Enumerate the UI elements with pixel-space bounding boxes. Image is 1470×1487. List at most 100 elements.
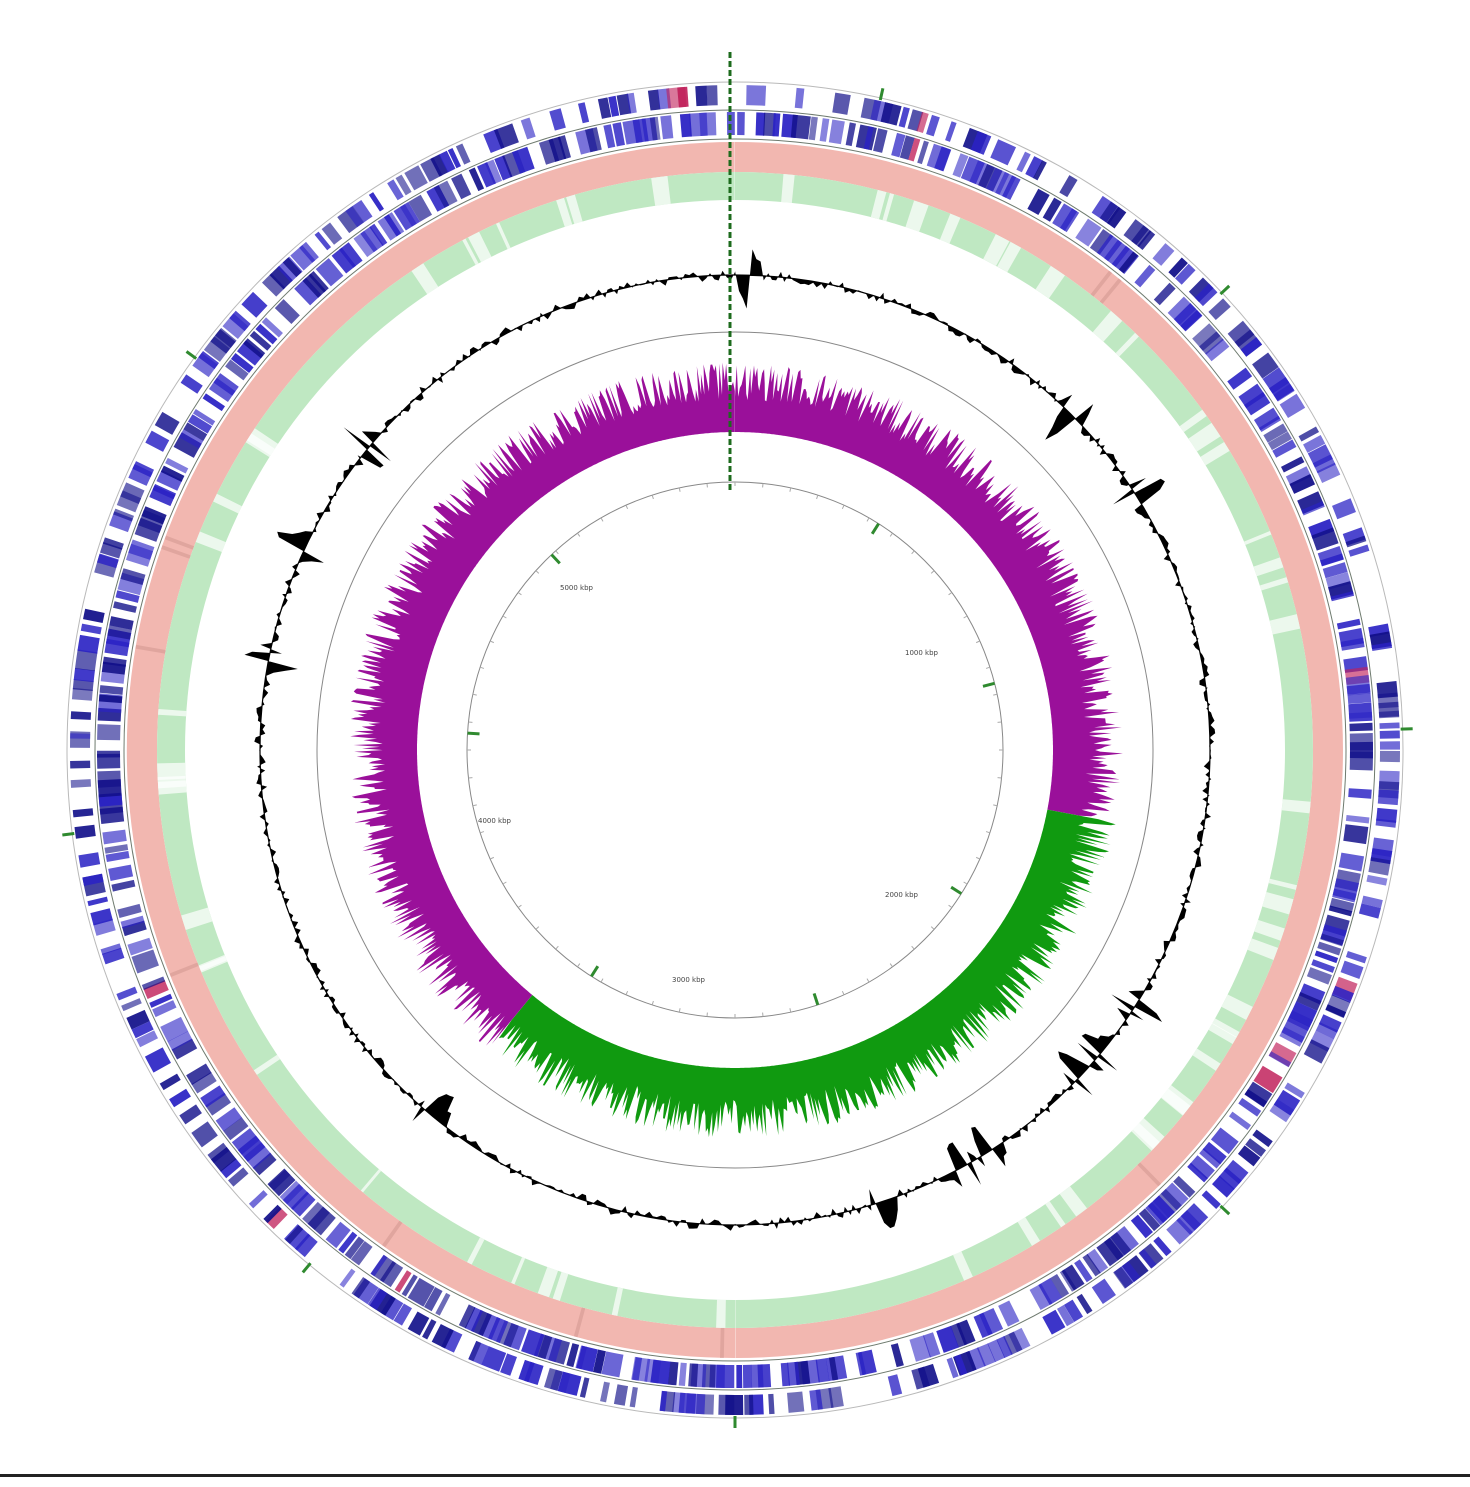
cds-reverse-feature xyxy=(173,432,202,458)
cds-reverse-feature xyxy=(1314,950,1339,964)
cds-reverse-feature xyxy=(1096,1237,1124,1267)
cds-forward-feature xyxy=(282,257,302,278)
cds-reverse-feature xyxy=(152,1000,177,1018)
cds-reverse-feature xyxy=(401,1274,418,1297)
cds-forward-feature xyxy=(1332,498,1356,520)
cds-forward-feature xyxy=(1138,1243,1164,1269)
backbone-tick xyxy=(975,856,981,860)
cds-forward-feature xyxy=(1208,298,1231,321)
cds-reverse-feature xyxy=(1152,1188,1182,1219)
cds-reverse-feature xyxy=(423,1286,443,1312)
blast-gap xyxy=(164,535,195,550)
cds-forward-feature xyxy=(131,1021,154,1039)
cds-forward-feature xyxy=(407,1311,430,1336)
cds-forward-feature xyxy=(706,85,718,106)
cds-reverse-feature xyxy=(1138,1208,1161,1232)
blast-gap xyxy=(135,644,166,654)
green-tick-marker-icon xyxy=(301,1262,312,1274)
cds-reverse-feature xyxy=(890,1343,904,1368)
cds-reverse-feature xyxy=(1061,1264,1085,1291)
cds-reverse-feature xyxy=(215,1107,242,1132)
cds-forward-feature xyxy=(1318,1014,1342,1033)
cds-reverse-feature xyxy=(408,194,433,222)
cds-forward-feature xyxy=(626,92,637,114)
cds-reverse-feature xyxy=(1253,1065,1283,1094)
cds-reverse-feature xyxy=(160,1016,189,1042)
cds-reverse-feature xyxy=(1199,331,1224,355)
cds-reverse-feature xyxy=(1202,1141,1227,1165)
cds-reverse-feature xyxy=(107,625,132,640)
cds-forward-feature xyxy=(90,908,113,926)
cds-forward-feature xyxy=(1279,393,1306,419)
cds-forward-feature xyxy=(100,943,122,955)
blast-gap xyxy=(1281,799,1311,814)
backbone-tick xyxy=(502,881,507,885)
cds-reverse-feature xyxy=(100,671,125,684)
cds-forward-feature xyxy=(203,336,230,362)
cds-forward-feature xyxy=(1371,642,1393,651)
cds-reverse-feature xyxy=(315,258,344,287)
cds-forward-feature xyxy=(169,1088,191,1108)
blast-gap xyxy=(213,493,242,514)
cds-reverse-feature xyxy=(1160,1182,1189,1211)
cds-forward-feature xyxy=(1099,201,1121,225)
cds-forward-feature xyxy=(911,1366,930,1390)
cds-forward-feature xyxy=(261,273,286,297)
cds-reverse-feature xyxy=(1285,466,1312,487)
backbone-tick xyxy=(911,945,915,950)
cds-forward-feature xyxy=(695,85,708,107)
cds-reverse-feature xyxy=(1280,456,1305,473)
cds-reverse-feature xyxy=(141,506,167,525)
cds-reverse-feature xyxy=(1308,518,1335,539)
cds-reverse-feature xyxy=(1205,338,1230,362)
backbone-tick xyxy=(866,978,870,983)
blast-gap xyxy=(870,189,887,220)
cds-forward-feature xyxy=(1315,1022,1338,1040)
cds-forward-feature xyxy=(1076,1293,1093,1315)
cds-reverse-feature xyxy=(394,1270,412,1293)
cds-forward-feature xyxy=(577,102,590,124)
cds-reverse-feature xyxy=(243,1142,272,1170)
cds-forward-feature xyxy=(946,1357,959,1379)
backbone-tick xyxy=(866,517,870,522)
cds-forward-feature xyxy=(116,986,138,1001)
cds-forward-feature xyxy=(420,157,443,182)
cds-reverse-feature xyxy=(736,1364,743,1388)
blast-gap xyxy=(1247,938,1279,960)
cds-reverse-feature xyxy=(1147,1195,1175,1224)
cds-reverse-feature xyxy=(282,1183,309,1211)
cds-reverse-feature xyxy=(1029,1283,1053,1311)
cds-reverse-feature xyxy=(1348,711,1373,719)
cds-forward-feature xyxy=(1312,454,1336,474)
cds-reverse-feature xyxy=(755,112,766,136)
cds-reverse-feature xyxy=(1253,407,1281,431)
cds-forward-feature xyxy=(290,245,316,271)
cds-reverse-feature xyxy=(399,204,417,227)
blast-gap xyxy=(1131,1123,1160,1151)
cds-forward-feature xyxy=(222,313,249,340)
cds-forward-feature xyxy=(1106,206,1127,229)
cds-reverse-feature xyxy=(1343,824,1369,845)
backbone-tick xyxy=(993,804,998,807)
cds-reverse-feature xyxy=(1027,188,1050,216)
cds-reverse-feature xyxy=(603,124,616,149)
cds-forward-feature xyxy=(1025,156,1043,179)
cds-reverse-feature xyxy=(249,330,272,351)
cds-reverse-feature xyxy=(149,993,173,1008)
cds-reverse-feature xyxy=(557,135,571,160)
cds-forward-feature xyxy=(1348,544,1370,557)
cds-forward-feature xyxy=(1361,895,1383,909)
cds-forward-feature xyxy=(82,873,104,886)
blast-gap xyxy=(1115,332,1139,357)
blast-ring-1 xyxy=(126,142,1343,1359)
backbone-tick xyxy=(930,570,935,574)
blast-gap xyxy=(467,1237,485,1265)
blast-gap xyxy=(1200,441,1230,466)
cds-reverse-feature xyxy=(1187,1162,1209,1183)
cds-reverse-feature xyxy=(178,429,204,449)
cds-reverse-feature xyxy=(1311,959,1335,973)
blast-gap xyxy=(552,1271,569,1301)
cds-reverse-feature xyxy=(458,1304,476,1329)
cds-reverse-feature xyxy=(471,1309,492,1337)
